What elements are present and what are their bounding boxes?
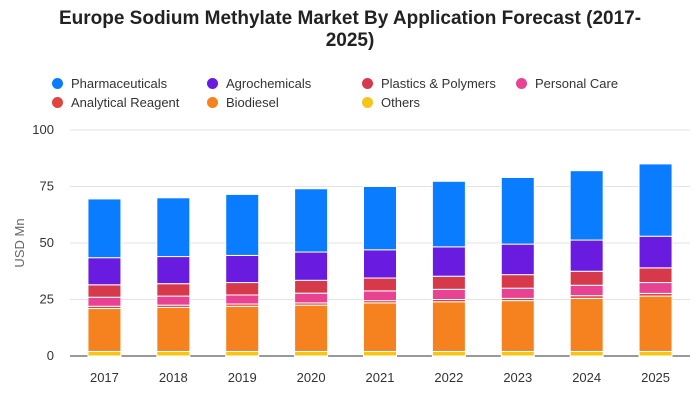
legend-item-analytical-reagent[interactable]: Analytical Reagent (52, 95, 179, 110)
bar-agrochemicals-2022 (431, 246, 466, 277)
bar-personal-care-2022 (431, 288, 466, 300)
legend-label: Others (381, 95, 421, 110)
x-tick-label: 2023 (503, 370, 532, 385)
bar-plastics-and-polymers-2025 (638, 267, 673, 284)
legend-item-agrochemicals[interactable]: Agrochemicals (207, 76, 311, 91)
y-tick-label: 25 (40, 292, 54, 307)
bar-pharmaceuticals-2019 (225, 193, 260, 256)
legend-swatch (207, 78, 218, 89)
bar-agrochemicals-2017 (87, 257, 122, 286)
bar-plastics-and-polymers-2017 (87, 284, 122, 298)
bar-biodiesel-2020 (294, 304, 329, 352)
legend-item-pharmaceuticals[interactable]: Pharmaceuticals (52, 76, 167, 91)
bar-biodiesel-2019 (225, 305, 260, 352)
bar-others-2024 (569, 350, 604, 357)
legend-swatch (516, 78, 527, 89)
bar-others-2020 (294, 350, 329, 357)
legend-item-personal-care[interactable]: Personal Care (516, 76, 618, 91)
legend-swatch (52, 97, 63, 108)
x-tick-label: 2018 (159, 370, 188, 385)
x-tick-label: 2021 (366, 370, 395, 385)
bar-agrochemicals-2025 (638, 235, 673, 269)
bar-others-2022 (431, 350, 466, 357)
bar-personal-care-2024 (569, 284, 604, 297)
bar-agrochemicals-2020 (294, 251, 329, 281)
bar-biodiesel-2021 (363, 302, 397, 352)
legend-label: Analytical Reagent (71, 95, 180, 110)
bar-pharmaceuticals-2025 (638, 163, 673, 237)
bar-agrochemicals-2024 (569, 239, 604, 272)
bar-pharmaceuticals-2024 (569, 170, 604, 241)
y-tick-label: 0 (47, 348, 54, 363)
x-tick-label: 2025 (641, 370, 670, 385)
bar-biodiesel-2022 (431, 301, 466, 352)
bar-pharmaceuticals-2022 (431, 180, 466, 248)
bar-plastics-and-polymers-2024 (569, 270, 604, 286)
bar-others-2021 (363, 350, 397, 357)
y-tick-label: 75 (40, 179, 54, 194)
legend-item-plastics-and-polymers[interactable]: Plastics & Polymers (362, 76, 496, 91)
legend-swatch (362, 78, 373, 89)
bar-others-2018 (156, 350, 191, 357)
bar-plastics-and-polymers-2021 (363, 277, 397, 292)
x-tick-label: 2017 (90, 370, 119, 385)
x-tick-label: 2022 (434, 370, 463, 385)
bar-pharmaceuticals-2020 (294, 188, 329, 253)
y-axis-label: USD Mn (12, 218, 27, 267)
legend-item-others[interactable]: Others (362, 95, 420, 110)
bar-personal-care-2021 (363, 290, 397, 302)
bar-agrochemicals-2023 (500, 243, 535, 276)
x-tick-label: 2019 (228, 370, 257, 385)
bar-biodiesel-2023 (500, 300, 535, 352)
legend-label: Pharmaceuticals (71, 76, 168, 91)
y-tick-label: 100 (32, 122, 54, 137)
x-tick-label: 2024 (572, 370, 601, 385)
legend-item-biodiesel[interactable]: Biodiesel (207, 95, 279, 110)
bar-pharmaceuticals-2021 (363, 186, 397, 251)
bar-plastics-and-polymers-2020 (294, 279, 329, 294)
bar-biodiesel-2017 (87, 308, 122, 352)
bar-others-2019 (225, 350, 260, 357)
bar-agrochemicals-2018 (156, 256, 191, 285)
bar-pharmaceuticals-2017 (87, 198, 122, 259)
bar-agrochemicals-2021 (363, 249, 397, 279)
legend-label: Personal Care (535, 76, 619, 91)
legend-label: Agrochemicals (226, 76, 312, 91)
chart-title: Europe Sodium Methylate Market By Applic… (58, 8, 642, 51)
bar-others-2025 (638, 350, 673, 357)
bar-personal-care-2025 (638, 282, 673, 294)
legend: Pharmaceuticals Agrochemicals Plastics & P… (0, 0, 700, 120)
bar-personal-care-2018 (156, 295, 191, 306)
x-tick-label: 2020 (297, 370, 326, 385)
bar-plastics-and-polymers-2022 (431, 275, 466, 290)
bar-others-2017 (87, 350, 122, 357)
bar-plastics-and-polymers-2023 (500, 274, 535, 289)
bar-biodiesel-2018 (156, 306, 191, 352)
bar-personal-care-2023 (500, 287, 535, 299)
bar-plastics-and-polymers-2019 (225, 282, 260, 296)
legend-label: Plastics & Polymers (381, 76, 496, 91)
legend-swatch (362, 97, 373, 108)
bar-biodiesel-2025 (638, 295, 673, 352)
bar-pharmaceuticals-2018 (156, 197, 191, 258)
bar-pharmaceuticals-2023 (500, 176, 535, 245)
bar-plastics-and-polymers-2018 (156, 283, 191, 297)
bar-agrochemicals-2019 (225, 254, 260, 284)
legend-swatch (52, 78, 63, 89)
bar-personal-care-2017 (87, 296, 122, 307)
bar-personal-care-2019 (225, 294, 260, 305)
legend-label: Biodiesel (226, 95, 279, 110)
bar-biodiesel-2024 (569, 297, 604, 352)
legend-swatch (207, 97, 218, 108)
bar-personal-care-2020 (294, 292, 329, 304)
bar-others-2023 (500, 350, 535, 357)
y-tick-label: 50 (40, 235, 54, 250)
